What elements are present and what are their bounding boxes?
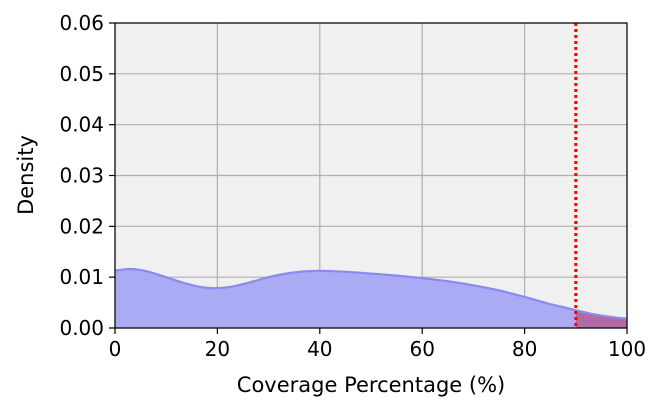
density-area [115,269,627,328]
y-tick-label: 0.04 [59,113,104,137]
y-tick-label: 0.05 [59,62,104,86]
x-axis-ticks: 0 20 40 60 80 100 [109,328,646,361]
x-axis-label: Coverage Percentage (%) [237,373,505,397]
y-tick-label: 0.02 [59,214,104,238]
x-tick-label: 0 [109,337,122,361]
x-tick-label: 20 [205,337,230,361]
density-line [114,267,628,320]
y-tick-label: 0.06 [59,11,104,35]
x-tick-label: 80 [512,337,537,361]
y-tick-label: 0.01 [59,265,104,289]
x-tick-label: 60 [409,337,434,361]
y-axis-ticks: 0.00 0.01 0.02 0.03 0.04 0.05 0.06 [59,11,115,340]
y-tick-label: 0.03 [59,164,104,188]
y-axis-label: Density [14,135,38,215]
above-threshold-area [575,310,627,328]
x-tick-label: 100 [608,337,646,361]
x-tick-label: 40 [307,337,332,361]
y-tick-label: 0.00 [59,316,104,340]
